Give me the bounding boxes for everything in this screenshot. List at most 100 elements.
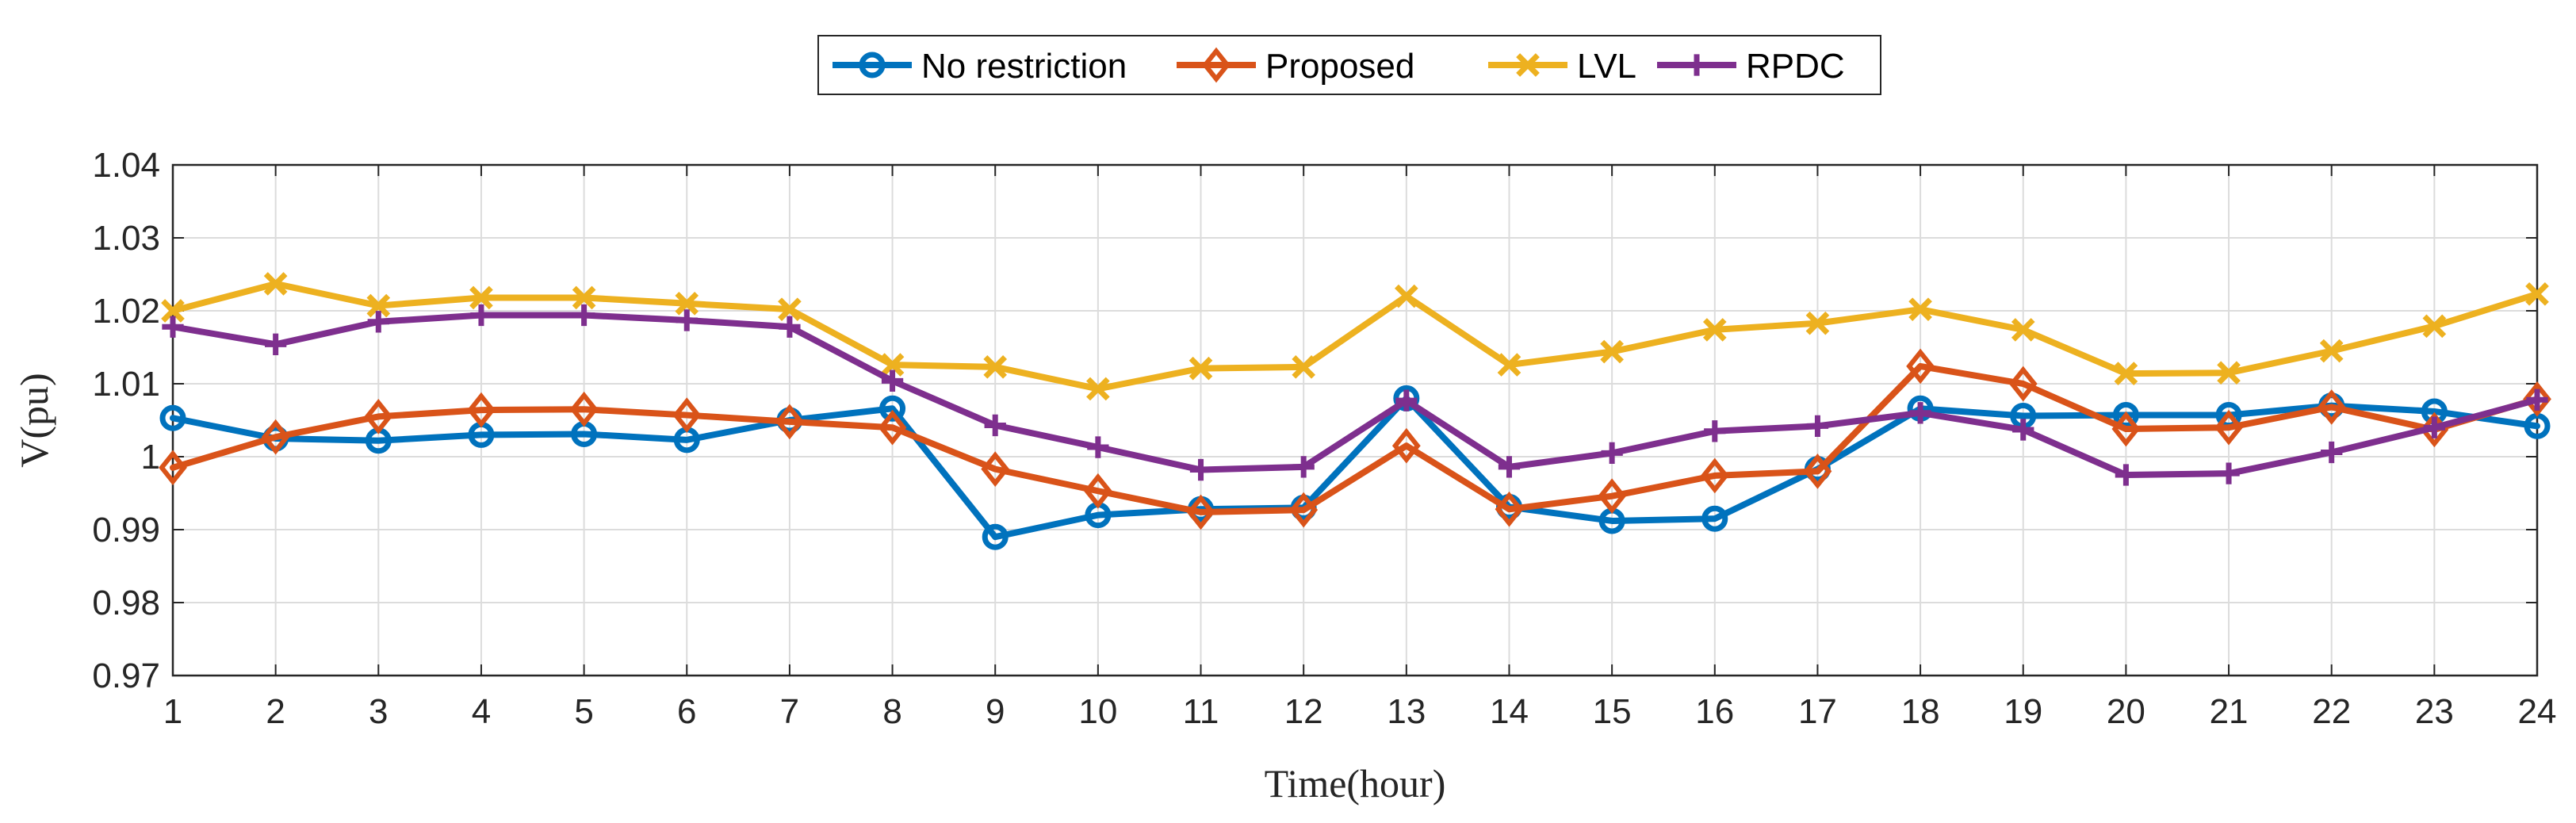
data-point — [159, 450, 187, 486]
data-point — [1806, 415, 1829, 438]
data-point — [2008, 366, 2038, 402]
data-point — [470, 304, 492, 327]
data-point — [2317, 389, 2346, 425]
data-point — [1292, 355, 1315, 379]
data-point — [1805, 311, 1830, 335]
y-tick-label: 0.98 — [92, 584, 160, 622]
legend: No restriction Proposed LVL RPDC — [817, 35, 1881, 95]
data-point — [1391, 427, 1421, 464]
series-rpdc — [162, 304, 2548, 486]
series-line — [170, 395, 2540, 541]
data-point — [162, 316, 184, 338]
legend-label: LVL — [1577, 47, 1636, 86]
data-point — [675, 291, 699, 316]
y-tick-label: 1.04 — [92, 146, 160, 185]
x-tick-label: 11 — [1183, 692, 1219, 731]
legend-label: RPDC — [1746, 47, 1845, 86]
data-point — [467, 392, 496, 428]
y-axis-title: V(pu) — [12, 373, 56, 467]
grid-layer — [172, 164, 2538, 676]
data-point — [2112, 402, 2139, 429]
y-tick-label: 0.97 — [92, 656, 160, 695]
x-tick-label: 20 — [2107, 692, 2145, 731]
x-tick-label: 6 — [677, 692, 696, 731]
series-line — [170, 312, 2540, 478]
data-point — [1704, 420, 1726, 442]
data-point — [1908, 297, 1932, 321]
y-tick-label: 1.02 — [92, 292, 160, 331]
x-tick-label: 23 — [2415, 692, 2454, 731]
x-tick-label: 7 — [780, 692, 799, 731]
x-tick-label: 2 — [266, 692, 285, 731]
data-point — [1702, 318, 1727, 342]
data-point — [1186, 494, 1215, 530]
legend-swatch-marker — [1516, 53, 1540, 77]
legend-entry: RPDC — [1657, 47, 1845, 86]
x-tick-label: 21 — [2210, 692, 2249, 731]
data-point — [981, 451, 1010, 487]
data-point — [364, 399, 393, 434]
data-point — [366, 293, 391, 318]
data-point — [572, 285, 596, 310]
data-point — [2214, 409, 2243, 446]
legend-label: Proposed — [1265, 47, 1414, 86]
x-tick-label: 10 — [1078, 692, 1117, 731]
series-proposed — [159, 348, 2551, 530]
legend-entry: No restriction — [833, 47, 1127, 86]
data-point — [1600, 339, 1624, 364]
data-point — [1909, 402, 1931, 424]
data-point — [676, 309, 698, 331]
series-line — [170, 280, 2540, 392]
data-point — [1189, 458, 1212, 481]
data-point — [2526, 389, 2548, 411]
plot-area — [173, 165, 2537, 676]
data-point — [1701, 505, 1728, 532]
data-point — [159, 404, 186, 431]
y-tick-label: 1.03 — [92, 219, 160, 258]
data-point — [1495, 491, 1524, 527]
data-point — [2218, 462, 2240, 484]
x-tick-label: 8 — [882, 692, 901, 731]
legend-label: No restriction — [921, 47, 1127, 86]
data-point — [265, 333, 287, 355]
tick-label-layer: 1 2 3 4 5 6 7 8 9 10 11 12 13 14 15 16 17 18 19 20 21 22 23 240… — [92, 146, 2556, 731]
data-point — [161, 299, 185, 323]
data-point — [2111, 411, 2141, 447]
data-point — [569, 391, 599, 427]
x-tick-label: 15 — [1593, 692, 1632, 731]
x-tick-label: 14 — [1490, 692, 1529, 731]
data-point — [1395, 389, 1418, 412]
series-layer — [159, 272, 2551, 550]
data-point — [775, 404, 804, 440]
data-point — [1395, 284, 1418, 308]
x-tick-label: 3 — [369, 692, 388, 731]
data-point — [1700, 457, 1729, 494]
data-point — [2012, 419, 2034, 441]
data-point — [880, 353, 905, 377]
x-tick-label: 17 — [1798, 692, 1837, 731]
series-line — [170, 362, 2540, 515]
data-point — [469, 285, 493, 310]
data-point — [1601, 442, 1623, 465]
data-point — [2423, 416, 2445, 438]
x-tick-label: 5 — [574, 692, 593, 731]
data-point — [1906, 348, 1935, 385]
x-tick-label: 24 — [2518, 692, 2557, 731]
x-tick-label: 18 — [1901, 692, 1940, 731]
y-tick-label: 0.99 — [92, 511, 160, 549]
data-point — [261, 419, 290, 455]
data-point — [672, 397, 702, 433]
data-point — [2011, 318, 2035, 342]
data-point — [879, 395, 906, 422]
legend-swatch-marker — [859, 52, 886, 78]
legend-swatch-marker — [1202, 47, 1231, 83]
data-point — [2217, 361, 2241, 385]
x-tick-label: 1 — [163, 692, 182, 731]
data-point — [367, 311, 389, 333]
data-point — [1087, 436, 1109, 458]
data-point — [1598, 478, 1627, 515]
data-point — [263, 272, 288, 296]
legend-swatch-marker — [1686, 54, 1708, 76]
